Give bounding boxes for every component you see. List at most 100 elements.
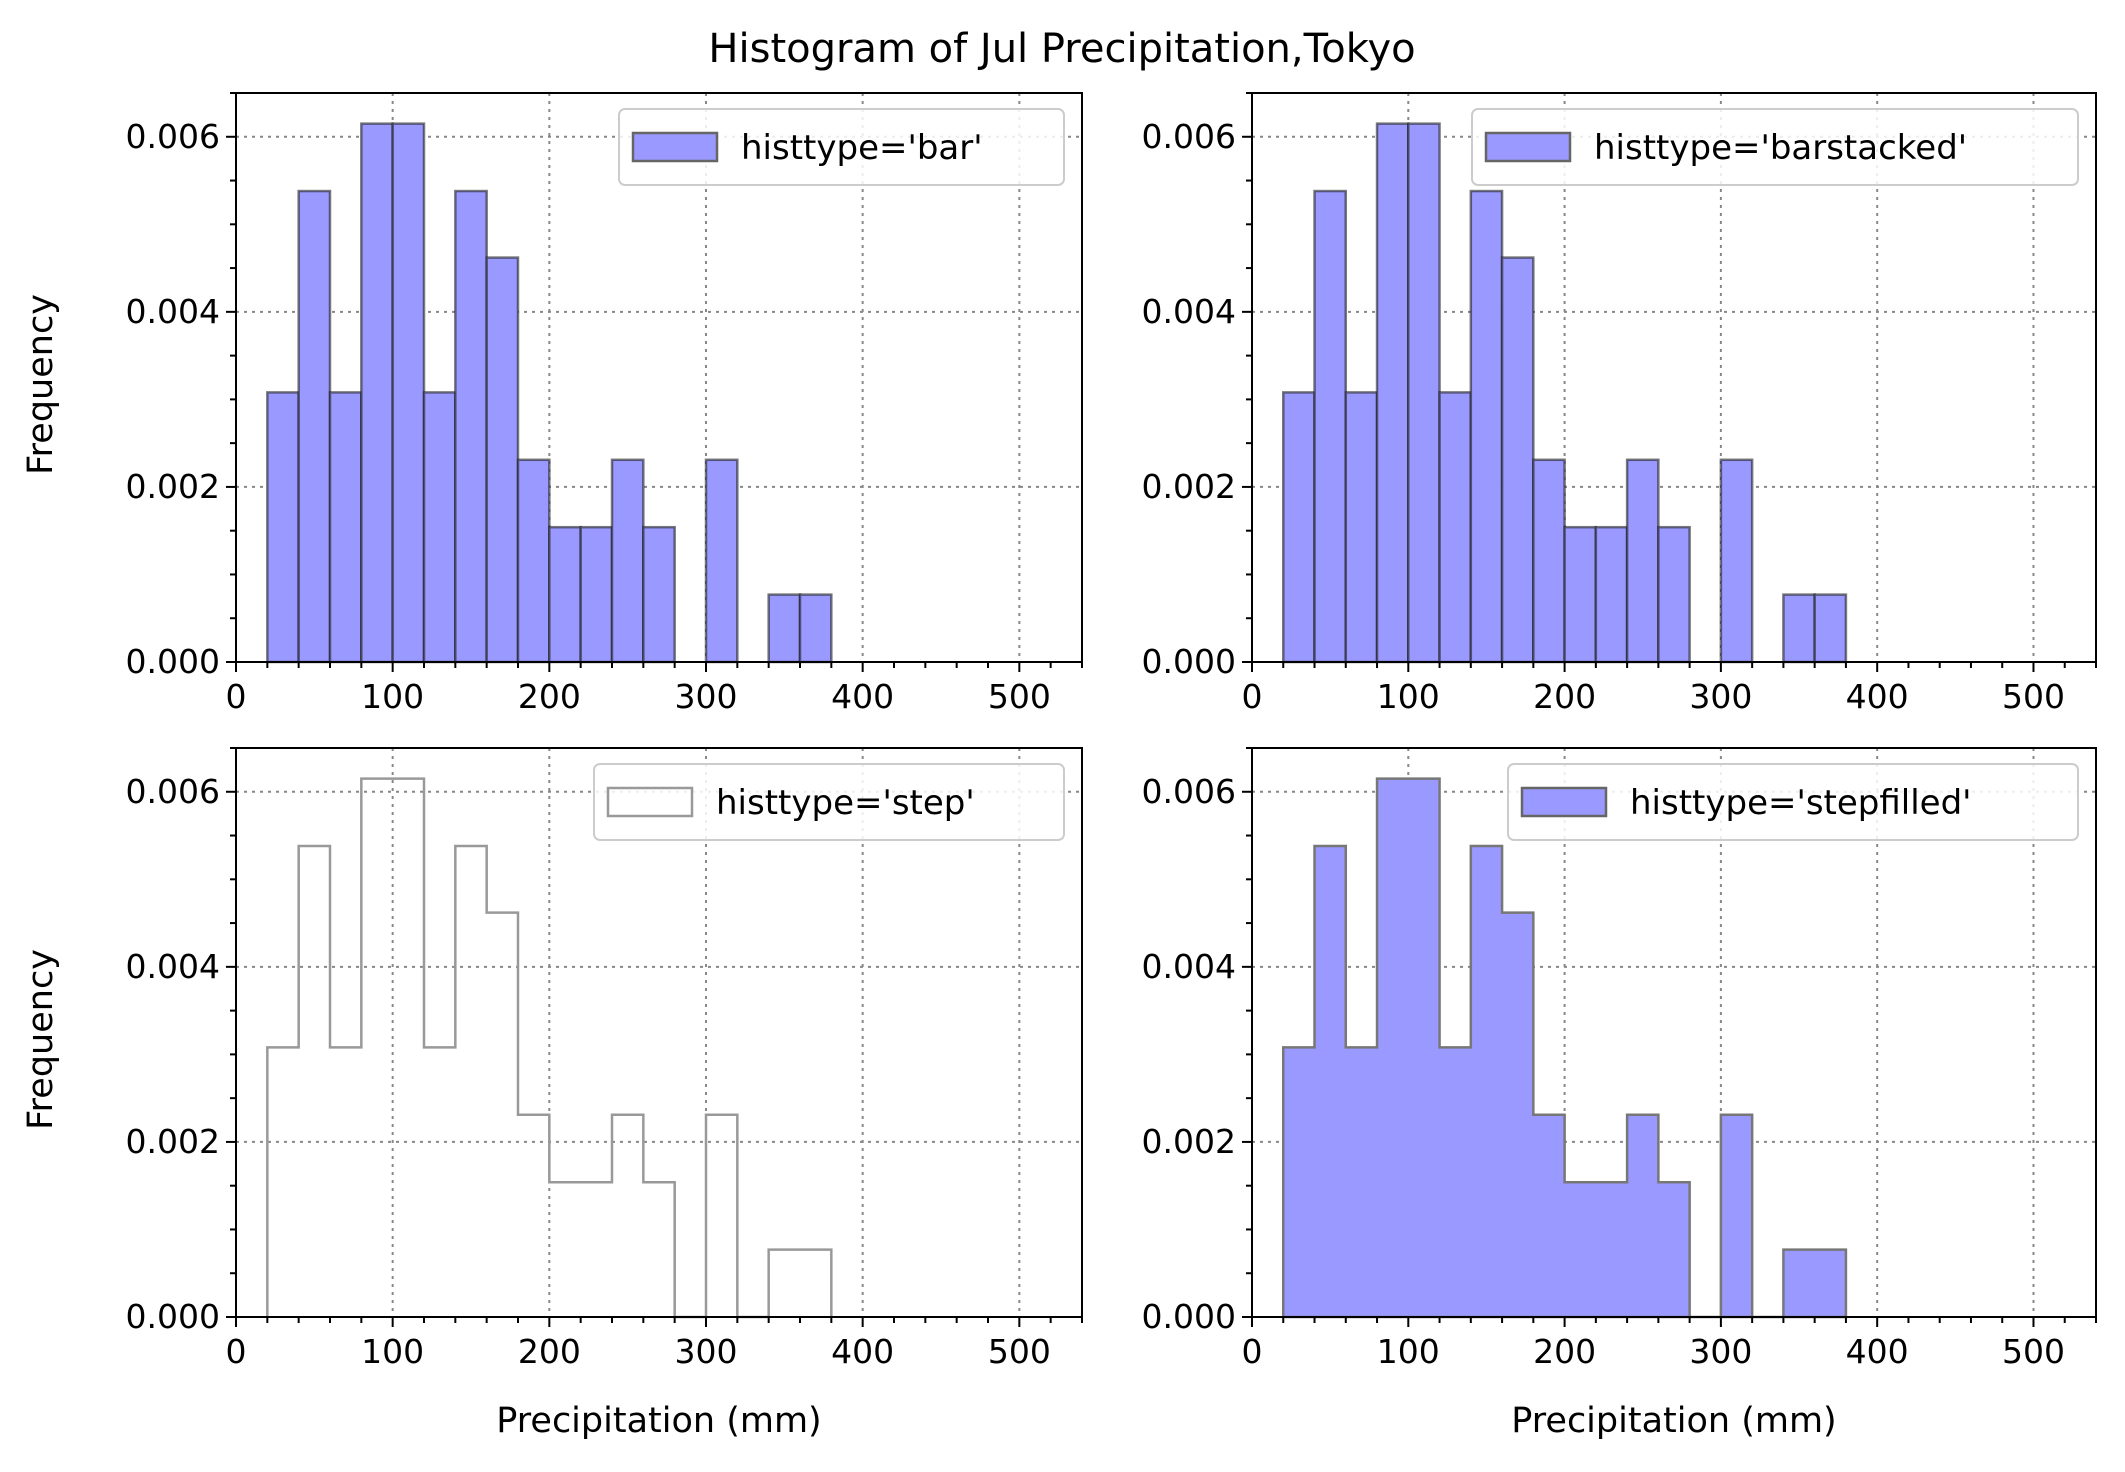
legend-label: histtype='barstacked' — [1594, 128, 1967, 168]
y-tick-label: 0.004 — [126, 292, 220, 331]
y-tick-label: 0.002 — [126, 467, 220, 506]
histogram-bar — [1532, 458, 1566, 664]
legend-label: histtype='bar' — [741, 128, 983, 168]
histogram-bar — [1375, 122, 1410, 664]
y-tick-label: 0.006 — [1142, 772, 1236, 811]
x-tick-label: 0 — [226, 677, 247, 716]
x-tick-label: 400 — [831, 1332, 894, 1371]
y-tick-label: 0.000 — [126, 1297, 220, 1336]
histogram-bar — [704, 458, 739, 664]
histogram-bar — [1282, 391, 1316, 664]
histogram-bar — [1782, 593, 1816, 664]
x-tick-label: 500 — [2002, 677, 2065, 716]
y-tick-label: 0.000 — [1142, 642, 1236, 681]
histogram-bar — [485, 256, 520, 664]
histogram-bar — [360, 122, 394, 664]
y-tick-label: 0.006 — [1142, 117, 1236, 156]
y-tick-label: 0.004 — [1142, 947, 1236, 986]
histogram-bar — [1469, 189, 1504, 664]
histogram-bar — [1407, 122, 1441, 664]
y-tick-label: 0.002 — [1142, 467, 1236, 506]
x-tick-label: 500 — [988, 677, 1051, 716]
legend-swatch — [1520, 786, 1608, 818]
subplot-4: 0 100 200 300 400 500 0.000 0.002 0.004 0.006 Prec… — [1142, 747, 2097, 1441]
subplot-1: 0 100 200 300 400 500 0.000 0.002 0.004 0.006 Freq… — [21, 92, 1083, 716]
histogram-bar — [1594, 525, 1629, 664]
legend: histtype='barstacked' — [1471, 108, 2079, 186]
legend-label: histtype='step' — [716, 783, 975, 823]
histogram-bar — [516, 458, 551, 664]
legend-frame — [1507, 763, 2079, 841]
x-tick-label: 0 — [1242, 1332, 1263, 1371]
histogram-step-line — [266, 777, 833, 1319]
y-tick-label: 0.000 — [1142, 1297, 1236, 1336]
x-tick-label: 100 — [1377, 1332, 1440, 1371]
x-tick-label: 300 — [675, 677, 738, 716]
legend: histtype='bar' — [618, 108, 1065, 186]
histogram-bar — [297, 189, 332, 664]
x-tick-label: 100 — [361, 1332, 424, 1371]
histogram-bar — [328, 391, 363, 664]
figure-title: Histogram of Jul Precipitation,Tokyo — [708, 26, 1415, 72]
histogram-bar — [1625, 458, 1660, 664]
histogram-bar — [391, 122, 426, 664]
y-tick-label: 0.004 — [1142, 292, 1236, 331]
axes-frame — [235, 747, 1083, 1318]
histogram-bar — [1344, 391, 1379, 664]
subplot-2: 0 100 200 300 400 500 0.000 0.002 0.004 0.006 hist… — [1142, 92, 2097, 716]
x-tick-label: 200 — [518, 1332, 581, 1371]
histogram-bar — [1719, 458, 1754, 664]
axes-frame — [1251, 92, 2097, 663]
subplot-3: 0 100 200 300 400 500 0.000 0.002 0.004 0.006 Prec… — [21, 747, 1083, 1441]
subplot-grid: 0 100 200 300 400 500 0.000 0.002 0.004 0.006 Freq… — [21, 92, 2097, 1441]
histogram-bar — [548, 525, 582, 664]
x-tick-label: 200 — [518, 677, 581, 716]
x-tick-label: 100 — [1377, 677, 1440, 716]
x-tick-label: 400 — [831, 677, 894, 716]
histogram-bar — [266, 391, 300, 664]
x-tick-label: 100 — [361, 677, 424, 716]
histogram-bar — [454, 189, 488, 664]
histogram-bar — [767, 593, 802, 664]
axes-frame — [1251, 747, 2097, 1318]
legend-swatch — [1484, 131, 1572, 163]
legend: histtype='stepfilled' — [1507, 763, 2079, 841]
legend-frame — [593, 763, 1065, 841]
legend: histtype='step' — [593, 763, 1065, 841]
x-tick-label: 400 — [1846, 1332, 1909, 1371]
histogram-bar — [1438, 391, 1473, 664]
x-tick-label: 500 — [2002, 1332, 2065, 1371]
axes-frame — [235, 92, 1083, 663]
histogram-bar — [579, 525, 614, 664]
histogram-bar — [798, 593, 833, 664]
y-tick-label: 0.006 — [126, 772, 220, 811]
legend-swatch — [631, 131, 719, 163]
histogram-bar — [1313, 189, 1348, 664]
x-tick-label: 300 — [1689, 1332, 1752, 1371]
y-tick-label: 0.000 — [126, 642, 220, 681]
histogram-bar — [1813, 593, 1848, 664]
y-axis-label: Frequency — [21, 294, 61, 475]
histogram-bar — [422, 391, 457, 664]
x-axis-label: Precipitation (mm) — [1511, 1401, 1836, 1441]
legend-swatch — [606, 786, 694, 818]
histogram-bar — [1563, 525, 1598, 664]
x-tick-label: 200 — [1533, 677, 1596, 716]
x-tick-label: 200 — [1533, 1332, 1596, 1371]
x-tick-label: 300 — [1689, 677, 1752, 716]
x-tick-label: 500 — [988, 1332, 1051, 1371]
histogram-bar — [642, 525, 676, 664]
legend-frame — [618, 108, 1065, 186]
legend-frame — [1471, 108, 2079, 186]
x-axis-label: Precipitation (mm) — [496, 1401, 821, 1441]
legend-label: histtype='stepfilled' — [1630, 783, 1972, 823]
x-tick-label: 0 — [1242, 677, 1263, 716]
y-tick-label: 0.002 — [1142, 1122, 1236, 1161]
x-tick-label: 400 — [1846, 677, 1909, 716]
histogram-bar — [1500, 256, 1535, 664]
x-tick-label: 0 — [226, 1332, 247, 1371]
y-tick-label: 0.004 — [126, 947, 220, 986]
x-tick-label: 300 — [675, 1332, 738, 1371]
